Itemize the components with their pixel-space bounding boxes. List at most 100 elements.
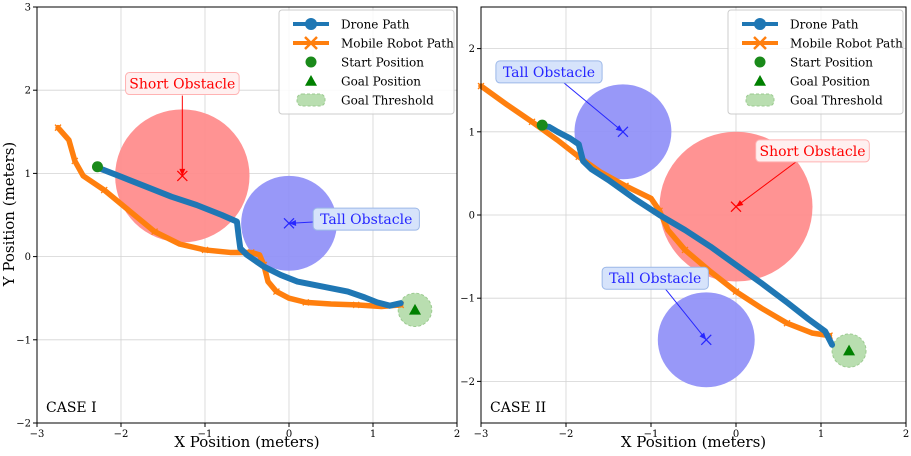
legend-label: Drone Path (341, 18, 410, 32)
mobile-robot-path-point-stroke-b (681, 246, 689, 254)
legend-goal-marker (305, 75, 317, 86)
y-tick-label: 2 (25, 86, 31, 97)
legend-label: Drone Path (790, 18, 859, 32)
mobile-robot-path-point (272, 288, 280, 296)
x-tick-label: 1 (370, 429, 376, 440)
legend-robot-marker (753, 36, 767, 50)
legend-label: Mobile Robot Path (341, 37, 454, 51)
mobile-robot-path-point (71, 157, 79, 165)
y-tick-label: 2 (469, 44, 475, 55)
tall-obstacle-arrow (559, 79, 624, 133)
mobile-robot-path-point-stroke-b (732, 288, 740, 296)
mobile-robot-path-point-stroke-b (151, 228, 159, 236)
legend-robot-marker-stroke-b (753, 36, 767, 50)
tall-obstacle-label: Tall Obstacle (320, 212, 412, 228)
mobile-robot-path-point-stroke-b (352, 301, 360, 309)
mobile-robot-path-point (783, 319, 791, 327)
short-obstacle-label: Short Obstacle (129, 77, 235, 93)
tall-obstacle-arrowhead (289, 219, 297, 226)
short-obstacle-arrow (735, 157, 802, 208)
mobile-robot-path-point-stroke-b (783, 319, 791, 327)
legend-start-marker (754, 56, 766, 68)
x-tick-label: 2 (454, 429, 460, 440)
legend-label: Goal Threshold (341, 94, 434, 108)
tall-obstacle-label-box (312, 207, 420, 231)
mobile-robot-path-point (732, 288, 740, 296)
y-tick-label: 1 (25, 169, 31, 180)
legend-label: Goal Position (341, 75, 421, 89)
mobile-robot-path-point-stroke-b (302, 298, 310, 306)
legend-label: Goal Threshold (790, 94, 883, 108)
mobile-robot-path-point (528, 118, 536, 126)
legend-threshold-swatch (296, 93, 326, 107)
x-axis-label: X Position (meters) (621, 433, 766, 451)
mobile-robot-path-point (352, 301, 360, 309)
x-tick-label: −3 (474, 429, 489, 440)
y-tick-label: −1 (460, 294, 475, 305)
y-tick-label: 1 (469, 127, 475, 138)
mobile-robot-path-point (681, 246, 689, 254)
start-position-marker (536, 119, 548, 131)
plot-frame (36, 6, 458, 424)
y-tick-label: −2 (460, 377, 475, 388)
short-obstacle-arrowhead (736, 200, 744, 207)
mobile-robot-path-point (201, 246, 209, 254)
goal-position-marker (843, 344, 856, 356)
mobile-robot-path-point-stroke-b (201, 246, 209, 254)
legend-box (278, 9, 455, 115)
y-axis-label: Y Position (meters) (0, 142, 18, 288)
x-axis-label: X Position (meters) (174, 433, 319, 451)
legend-label: Start Position (790, 56, 873, 70)
x-tick-label: −1 (198, 429, 213, 440)
legend-drone-marker (305, 18, 317, 30)
goal-position-marker (409, 303, 421, 315)
short-obstacle-arrowhead (179, 168, 186, 176)
tall-obstacle-label-box (495, 60, 603, 84)
case-label: CASE II (490, 400, 546, 416)
tall-obstacle-label: Tall Obstacle (503, 65, 595, 81)
mobile-robot-path-point (54, 124, 62, 132)
legend-label: Goal Position (790, 75, 870, 89)
tall-obstacle-arrow (663, 287, 707, 341)
case-label: CASE I (46, 400, 97, 416)
legend-robot-marker-stroke-b (304, 36, 318, 50)
legend-robot-marker (304, 36, 318, 50)
short-obstacle-label: Short Obstacle (759, 144, 865, 160)
mobile-robot-path-point-stroke-b (54, 124, 62, 132)
mobile-robot-path-point-stroke-b (528, 118, 536, 126)
legend-drone-marker (754, 18, 766, 30)
legend-start-marker (305, 56, 317, 68)
case-2-panel: Tall Obstacle Short Obstacle Tall Obstacle… (460, 6, 909, 451)
legend-label: Start Position (341, 56, 424, 70)
legend: Drone Path Mobile Robot Path Start Positio… (278, 9, 455, 115)
mobile-robot-path-point (151, 228, 159, 236)
legend-label: Mobile Robot Path (790, 37, 903, 51)
mobile-robot-path-point-stroke-b (272, 288, 280, 296)
x-tick-label: 2 (903, 429, 909, 440)
y-tick-label: 0 (25, 252, 31, 263)
short-obstacle-label-box (125, 72, 240, 96)
x-tick-label: 0 (286, 429, 292, 440)
mobile-robot-path-point-stroke-b (71, 157, 79, 165)
legend: Drone Path Mobile Robot Path Start Positio… (727, 9, 904, 115)
tall-obstacle-label-box (601, 266, 709, 290)
start-position-marker (91, 161, 103, 173)
y-tick-label: −2 (16, 419, 31, 430)
y-tick-label: 3 (25, 3, 31, 14)
mobile-robot-path-point (100, 186, 108, 194)
mobile-robot-path-point-stroke-b (100, 186, 108, 194)
x-tick-label: 0 (733, 429, 739, 440)
x-tick-label: −2 (559, 429, 574, 440)
mobile-robot-path-point (302, 298, 310, 306)
legend-goal-marker (754, 75, 766, 86)
tall-obstacle-arrowhead (699, 332, 707, 340)
drone-path-line (539, 122, 836, 348)
tall-obstacle-label: Tall Obstacle (609, 271, 701, 287)
y-tick-label: −1 (16, 335, 31, 346)
legend-threshold-swatch (745, 93, 775, 107)
x-tick-label: −1 (644, 429, 659, 440)
legend-box (727, 9, 904, 115)
x-tick-label: −2 (114, 429, 129, 440)
